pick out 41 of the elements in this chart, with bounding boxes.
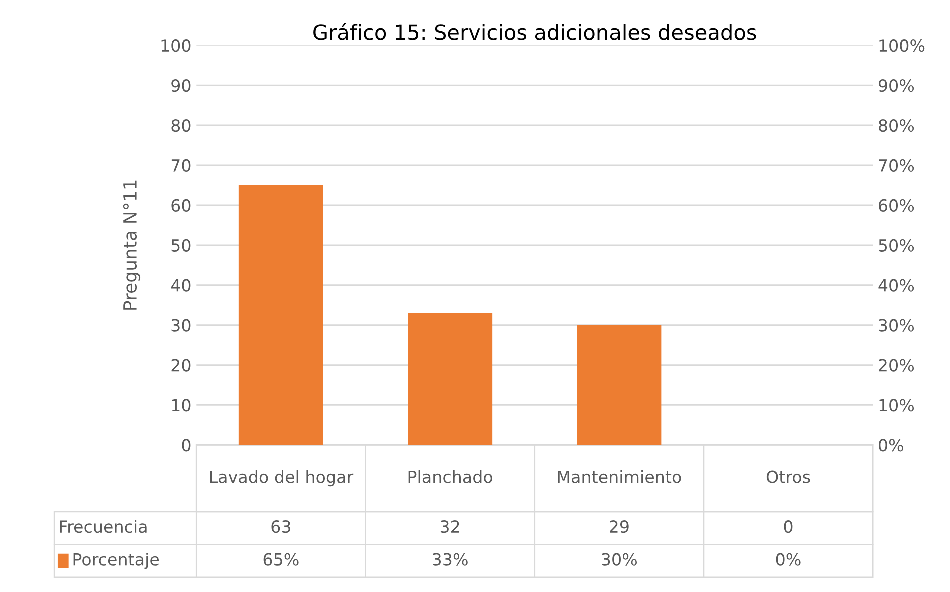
x-tick-label: Planchado (408, 470, 492, 484)
chart-title: Gráfico 15: Servicios adicionales deseados (314, 23, 756, 40)
y2-tick-label: 90% (878, 80, 914, 92)
text: 63 (272, 520, 290, 534)
text: 29 (610, 520, 629, 534)
y-tick-label: 30 (172, 319, 191, 332)
y-tick-label: 50 (172, 239, 191, 252)
x-tick-label: Otros (766, 470, 810, 484)
data-label: 30% (602, 553, 637, 566)
y2-tick-label: 70% (879, 159, 914, 172)
data-label: 65% (264, 553, 299, 566)
y2-tick-label: 10% (880, 399, 914, 412)
y-tick-label: 70 (172, 159, 191, 172)
y2-tick-label: 100% (880, 40, 925, 52)
text: Frecuencia (60, 520, 147, 534)
y2-tick-label: 30% (879, 319, 914, 332)
legend-label: Porcentaje (74, 553, 160, 570)
y2-tick-label: 20% (879, 359, 914, 372)
y2-tick-label: 50% (879, 239, 914, 252)
text: 0 (784, 520, 793, 534)
y-tick-label: 40 (171, 279, 191, 292)
bar (408, 313, 493, 446)
y-tick-label: 0 (182, 439, 191, 452)
y-tick-label: 100 (162, 40, 191, 52)
x-tick-label: Lavado del hogar (210, 470, 354, 487)
y-tick-label: 20 (172, 359, 191, 372)
data-label: 33% (433, 553, 468, 566)
bar (577, 325, 662, 446)
y2-tick-label: 80% (879, 119, 914, 132)
y2-tick-label: 0% (879, 439, 904, 452)
y-tick-label: 90 (172, 80, 191, 92)
x-tick-label: Mantenimiento (558, 470, 682, 484)
y-axis-title: Pregunta N°11 (123, 180, 141, 310)
y-tick-label: 10 (172, 399, 191, 412)
y2-tick-label: 60% (879, 199, 914, 212)
data-label: 0% (776, 553, 801, 566)
y2-tick-label: 40% (878, 279, 914, 292)
bar (238, 185, 324, 446)
y-tick-label: 80 (172, 119, 191, 132)
y-tick-label: 60 (172, 199, 191, 212)
text: 32 (440, 520, 460, 534)
